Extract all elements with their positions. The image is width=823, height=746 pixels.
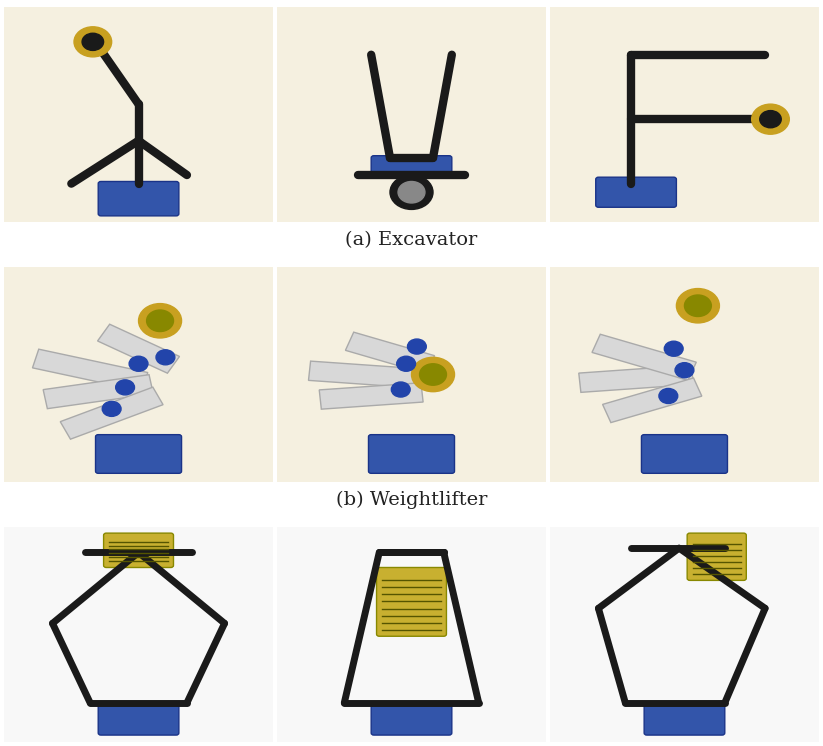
Circle shape	[390, 175, 433, 210]
FancyBboxPatch shape	[4, 527, 273, 742]
Circle shape	[420, 364, 446, 385]
Circle shape	[397, 357, 416, 372]
FancyBboxPatch shape	[644, 703, 725, 735]
FancyBboxPatch shape	[277, 7, 546, 222]
Circle shape	[677, 289, 719, 323]
FancyBboxPatch shape	[98, 181, 179, 216]
Polygon shape	[602, 378, 702, 422]
FancyBboxPatch shape	[687, 533, 746, 580]
FancyBboxPatch shape	[550, 527, 819, 742]
Polygon shape	[32, 349, 148, 391]
Polygon shape	[309, 361, 418, 388]
FancyBboxPatch shape	[369, 435, 454, 473]
FancyBboxPatch shape	[550, 267, 819, 482]
Polygon shape	[592, 334, 696, 380]
Circle shape	[74, 27, 112, 57]
FancyBboxPatch shape	[98, 703, 179, 735]
Circle shape	[129, 357, 148, 372]
Circle shape	[407, 339, 426, 354]
FancyBboxPatch shape	[641, 435, 728, 473]
Circle shape	[751, 104, 789, 134]
Polygon shape	[319, 383, 423, 409]
Circle shape	[156, 350, 174, 365]
Circle shape	[685, 295, 711, 316]
FancyBboxPatch shape	[104, 533, 174, 568]
FancyBboxPatch shape	[4, 7, 273, 222]
Circle shape	[116, 380, 134, 395]
FancyBboxPatch shape	[277, 267, 546, 482]
FancyBboxPatch shape	[596, 178, 677, 207]
Circle shape	[102, 401, 121, 416]
Circle shape	[146, 310, 174, 331]
Circle shape	[412, 357, 454, 392]
Polygon shape	[98, 325, 179, 373]
Circle shape	[82, 34, 104, 51]
Circle shape	[398, 181, 425, 203]
FancyBboxPatch shape	[550, 7, 819, 222]
Text: (b) Weightlifter: (b) Weightlifter	[336, 491, 487, 509]
Polygon shape	[60, 387, 163, 439]
Circle shape	[138, 304, 182, 338]
FancyBboxPatch shape	[371, 703, 452, 735]
Circle shape	[760, 110, 781, 128]
FancyBboxPatch shape	[277, 527, 546, 742]
Polygon shape	[346, 332, 435, 374]
Polygon shape	[43, 374, 153, 409]
Circle shape	[392, 382, 410, 397]
FancyBboxPatch shape	[371, 156, 452, 178]
Circle shape	[664, 341, 683, 357]
FancyBboxPatch shape	[4, 267, 273, 482]
FancyBboxPatch shape	[377, 568, 446, 636]
Circle shape	[675, 363, 694, 377]
Polygon shape	[579, 366, 693, 392]
Text: (a) Excavator: (a) Excavator	[346, 231, 477, 249]
FancyBboxPatch shape	[95, 435, 182, 473]
Circle shape	[659, 389, 677, 404]
